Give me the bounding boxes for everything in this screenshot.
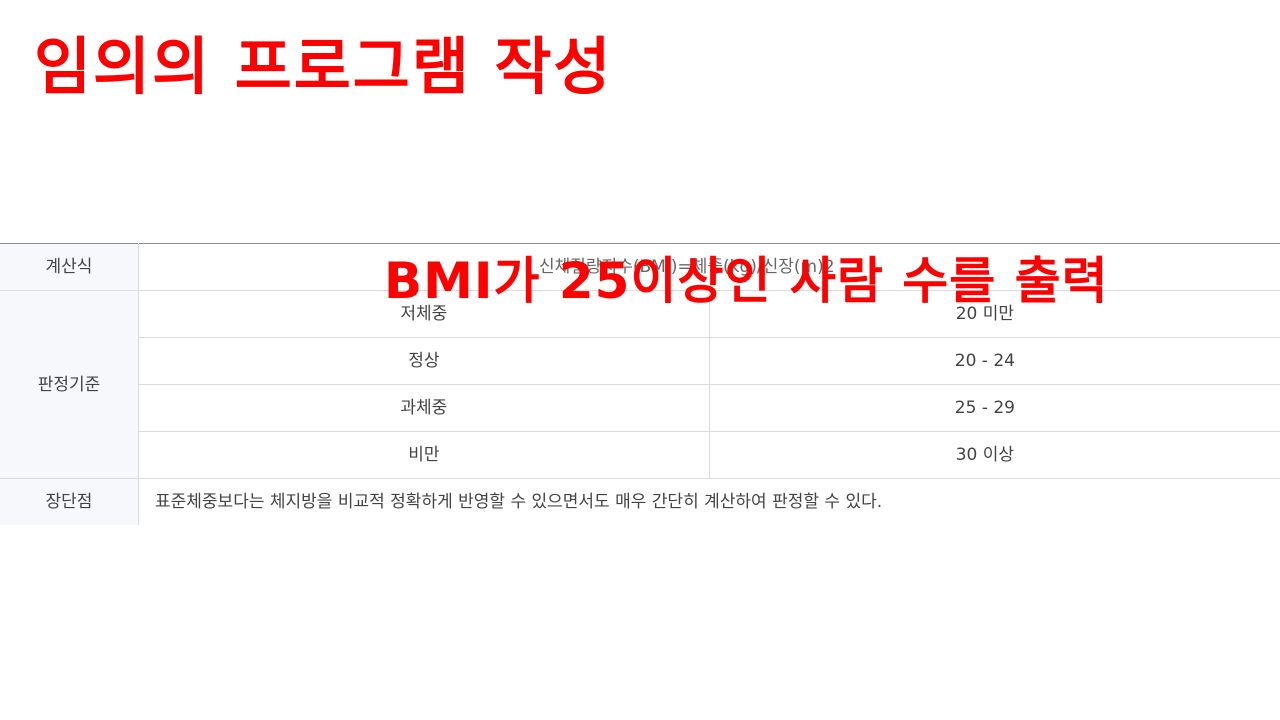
overlay-caption: BMI가 25이상인 사람 수를 출력 (384, 252, 1109, 310)
criteria-range: 20 - 24 (709, 337, 1280, 385)
criteria-row: 정상 20 - 24 (0, 337, 1280, 385)
criteria-row: 판정기준 저체중 20 미만 (0, 290, 1280, 479)
formula-label: 계산식 (0, 243, 139, 291)
advantage-label: 장단점 (0, 478, 139, 525)
criteria-range: 30 이상 (709, 431, 1280, 479)
advantage-text: 표준체중보다는 체지방을 비교적 정확하게 반영할 수 있으면서도 매우 간단히… (155, 492, 883, 512)
criteria-range: 25 - 29 (709, 384, 1280, 432)
criteria-category: 정상 (138, 337, 710, 385)
criteria-category: 비만 (138, 431, 710, 479)
criteria-row: 비만 30 이상 (0, 431, 1280, 479)
bmi-criteria-table: 계산식 신체질량지수(BMI)=체중(kg)/신장(m)2 판정기준 저체중 2… (0, 243, 1280, 525)
criteria-category: 과체중 (138, 384, 710, 432)
slide-title: 임의의 프로그램 작성 (34, 30, 613, 103)
advantage-row: 장단점 표준체중보다는 체지방을 비교적 정확하게 반영할 수 있으면서도 매우… (0, 478, 1280, 525)
criteria-range: 20 미만 (709, 290, 1280, 338)
formula-text: 신체질량지수(BMI)=체중(kg)/신장(m)2 (138, 243, 1280, 291)
criteria-category: 저체중 (138, 290, 710, 338)
criteria-row: 과체중 25 - 29 (0, 384, 1280, 432)
criteria-label: 판정기준 (0, 290, 139, 479)
formula-row: 계산식 신체질량지수(BMI)=체중(kg)/신장(m)2 (0, 243, 1280, 291)
